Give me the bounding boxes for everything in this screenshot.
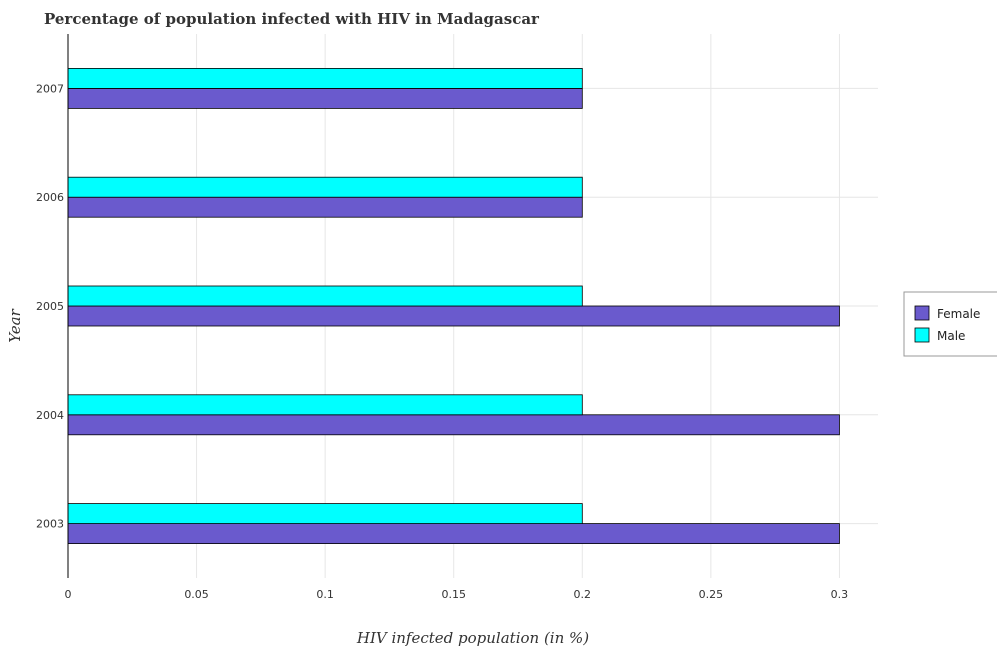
y-tick-label: 2003 <box>36 518 64 531</box>
bar-female-2005 <box>67 305 840 327</box>
y-tick-label: 2007 <box>36 82 64 95</box>
bar-female-2003 <box>67 523 840 544</box>
x-tick-label: 0.05 <box>184 588 209 601</box>
legend: Female Male <box>903 291 997 357</box>
x-tick-label: 0.1 <box>316 588 334 601</box>
bar-male-2003 <box>67 503 583 525</box>
x-tick-label: 0.2 <box>574 588 592 601</box>
bar-male-2006 <box>67 176 583 198</box>
bar-female-2004 <box>67 414 840 436</box>
chart-title: Percentage of population infected with H… <box>44 10 540 28</box>
bar-male-2005 <box>67 285 583 307</box>
y-tick-label: 2005 <box>36 300 64 313</box>
x-tick-label: 0.3 <box>831 588 849 601</box>
x-tick-label: 0 <box>65 588 72 601</box>
legend-label-female: Female <box>937 307 980 321</box>
x-tick-label: 0.15 <box>441 588 466 601</box>
y-axis-title: Year <box>6 308 24 342</box>
x-tick-label: 0.25 <box>699 588 724 601</box>
legend-swatch-male <box>914 327 930 343</box>
y-tick-label: 2006 <box>36 191 64 204</box>
legend-frame <box>903 291 997 357</box>
y-tick-label: 2004 <box>36 409 64 422</box>
bar-male-2007 <box>67 68 583 89</box>
x-axis-title: HIV infected population (in %) <box>356 629 589 647</box>
legend-label-male: Male <box>937 329 965 343</box>
bar-female-2007 <box>67 88 583 109</box>
bar-female-2006 <box>67 196 583 218</box>
tick-labels: 0 0.05 0.1 0.15 0.2 0.25 0.3 2003 2004 2005 2006 20… <box>36 82 848 601</box>
legend-swatch-female <box>914 305 930 321</box>
bar-male-2004 <box>67 394 583 416</box>
